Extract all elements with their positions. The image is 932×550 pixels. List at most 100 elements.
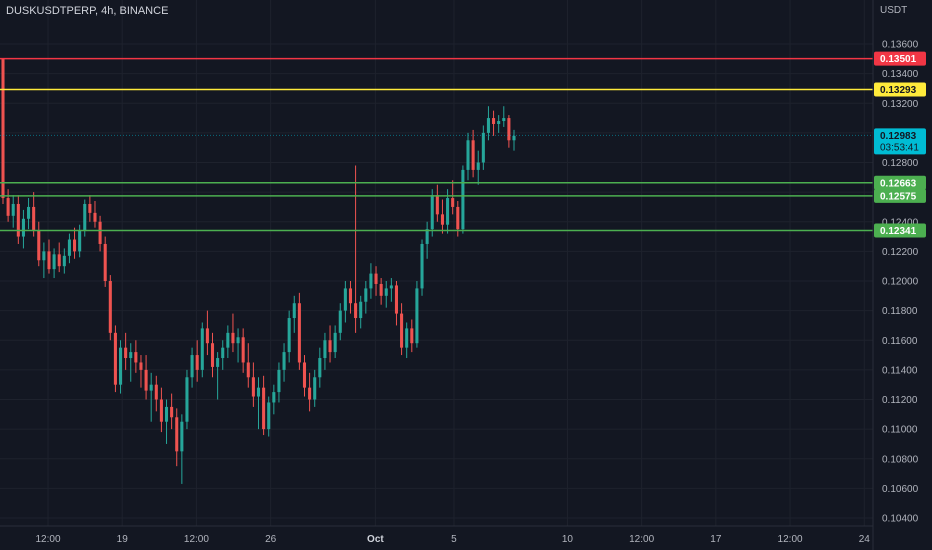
candle <box>88 195 92 222</box>
candle-body <box>246 362 250 378</box>
x-tick-label: 12:00 <box>184 534 209 545</box>
candle <box>461 165 465 234</box>
level-tag-label: 0.13501 <box>880 54 917 65</box>
candle-body <box>466 140 470 170</box>
candle <box>364 281 368 314</box>
candle-body <box>308 387 312 400</box>
candle-body <box>328 340 332 353</box>
candle-body <box>210 343 215 367</box>
y-tick-label: 0.12000 <box>882 277 919 288</box>
candle <box>246 343 250 388</box>
candle-body <box>262 387 266 430</box>
candle-body <box>497 121 501 124</box>
candle-body <box>1 58 5 199</box>
candle-body <box>57 254 61 267</box>
current-price-label: 0.12983 <box>880 131 917 142</box>
candle <box>512 129 516 151</box>
candle <box>384 281 388 308</box>
candle <box>308 372 312 412</box>
candle-body <box>492 118 496 124</box>
candle <box>394 281 399 326</box>
candle-body <box>297 303 301 363</box>
candle <box>318 347 322 388</box>
x-tick-label: 10 <box>562 534 574 545</box>
candle-body <box>420 243 424 289</box>
candle <box>374 266 378 296</box>
candle-body <box>435 195 439 215</box>
candle-body <box>190 355 194 378</box>
candle <box>481 125 485 170</box>
candle-body <box>394 285 399 314</box>
candle-body <box>108 281 112 333</box>
level-tag-label: 0.12341 <box>880 226 917 237</box>
y-tick-label: 0.13400 <box>882 69 919 80</box>
candle <box>210 332 215 378</box>
candle-body <box>221 347 225 359</box>
candle-body <box>354 303 358 319</box>
candle <box>492 110 496 136</box>
currency-label: USDT <box>880 5 907 16</box>
candle <box>277 362 281 403</box>
candle <box>52 248 56 279</box>
candle <box>164 399 169 444</box>
candle <box>185 369 189 430</box>
x-tick-label: 19 <box>117 534 129 545</box>
candle-body <box>52 254 56 270</box>
candle-body <box>231 332 235 344</box>
candle <box>170 393 174 430</box>
candle <box>328 325 332 363</box>
candle <box>451 180 455 215</box>
x-tick-label: 12:00 <box>629 534 654 545</box>
candle-body <box>292 303 296 319</box>
candle <box>231 313 235 353</box>
candle-body <box>113 332 117 385</box>
level-price-tag: 0.12663 <box>874 175 926 190</box>
candle-body <box>277 369 281 393</box>
level-price-tag: 0.13293 <box>874 82 926 97</box>
time-axis[interactable]: 12:00 19 12:00 26 Oct 5 10 12:00 17 12:00 24 <box>35 534 870 545</box>
candle <box>466 132 470 181</box>
candle-body <box>476 162 480 170</box>
candle-body <box>175 417 179 452</box>
candle <box>476 150 480 185</box>
candle-body <box>139 362 143 370</box>
candle <box>430 189 434 237</box>
candle-body <box>118 347 123 385</box>
candle <box>440 199 444 234</box>
candle-body <box>287 318 291 353</box>
candle <box>159 387 163 433</box>
candle-body <box>481 132 485 163</box>
candle <box>21 209 25 249</box>
candle <box>323 332 327 370</box>
candle <box>420 239 424 296</box>
candle <box>205 310 209 356</box>
candle <box>32 192 36 237</box>
candle-body <box>461 169 465 230</box>
candle <box>11 195 15 228</box>
candle <box>410 319 414 353</box>
candle <box>354 165 358 333</box>
level-price-tag: 0.12341 <box>874 223 926 238</box>
candle-body <box>256 387 261 397</box>
candle-body <box>507 118 511 141</box>
candle-body <box>241 337 245 363</box>
candle-body <box>323 340 327 359</box>
y-tick-label: 0.13600 <box>882 40 919 51</box>
candle <box>287 310 291 363</box>
candle <box>200 322 204 378</box>
x-tick-label: 24 <box>859 534 871 545</box>
candle-body <box>379 283 383 296</box>
candle-body <box>405 328 409 348</box>
candle-body <box>129 352 133 359</box>
candle-body <box>67 239 71 256</box>
candle-body <box>73 239 77 252</box>
candle-body <box>446 198 450 225</box>
candle <box>124 332 128 370</box>
candle-body <box>216 358 220 367</box>
candle <box>1 58 5 204</box>
level-tag-bg <box>874 175 926 190</box>
candle-body <box>16 203 20 237</box>
candle-body <box>440 214 444 225</box>
candle <box>175 408 179 467</box>
